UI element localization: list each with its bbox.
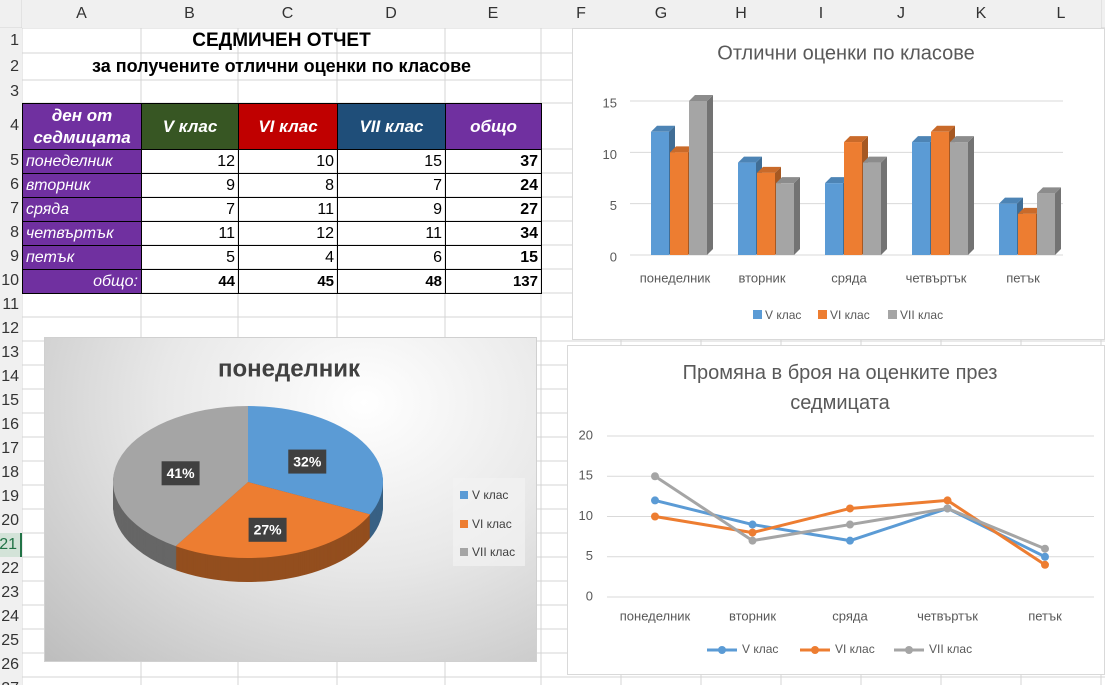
column-header[interactable]: K [941,0,1021,28]
row-header[interactable]: 13 [0,341,22,365]
row-header[interactable]: 7 [0,197,22,221]
sheet-subtitle: за получените отлични оценки по класове [92,56,471,76]
value-cell: 34 [445,221,542,246]
row-header[interactable]: 26 [0,653,22,677]
row-header[interactable]: 9 [0,245,22,269]
column-header[interactable]: H [701,0,781,28]
value-cell: 37 [445,149,542,174]
value-cell: 27 [445,197,542,222]
row-header[interactable]: 6 [0,173,22,197]
row-header[interactable]: 20 [0,509,22,533]
row-header[interactable]: 14 [0,365,22,389]
column-header[interactable]: D [337,0,445,28]
table-header-cell: VII клас [337,103,446,150]
row-header[interactable]: 21 [0,533,22,557]
day-label-cell: петък [22,245,142,270]
value-cell: 9 [141,173,239,198]
column-header[interactable]: C [238,0,337,28]
row-header[interactable]: 4 [0,103,22,149]
row-header[interactable]: 2 [0,53,22,80]
value-cell: 12 [238,221,338,246]
column-header[interactable]: F [541,0,621,28]
chart-title: Промяна в броя на оценките през седмицат… [682,362,998,414]
total-cell: 48 [337,269,446,294]
value-cell: 11 [337,221,446,246]
row-header[interactable]: 23 [0,581,22,605]
column-header[interactable]: G [621,0,701,28]
value-cell: 7 [141,197,239,222]
value-cell: 15 [337,149,446,174]
row-header[interactable]: 3 [0,80,22,103]
value-cell: 11 [238,197,338,222]
pie-chart-area[interactable] [44,337,537,662]
value-cell: 4 [238,245,338,270]
table-header-cell: VI клас [238,103,338,150]
total-cell: 137 [445,269,542,294]
column-header[interactable]: E [445,0,541,28]
column-header[interactable]: B [141,0,238,28]
value-cell: 10 [238,149,338,174]
row-header[interactable]: 12 [0,317,22,341]
total-label-cell: общо: [22,269,142,294]
value-cell: 24 [445,173,542,198]
total-cell: 45 [238,269,338,294]
column-header[interactable]: L [1021,0,1101,28]
sheet-title: СЕДМИЧЕН ОТЧЕТ [192,29,371,51]
column-header[interactable]: A [22,0,141,28]
day-label-cell: сряда [22,197,142,222]
value-cell: 9 [337,197,446,222]
table-header-cell: ден от седмицата [22,103,142,150]
row-header[interactable]: 24 [0,605,22,629]
row-header[interactable]: 10 [0,269,22,293]
row-header[interactable]: 22 [0,557,22,581]
row-header[interactable]: 8 [0,221,22,245]
total-cell: 44 [141,269,239,294]
value-cell: 6 [337,245,446,270]
value-cell: 12 [141,149,239,174]
day-label-cell: понеделник [22,149,142,174]
row-header[interactable]: 16 [0,413,22,437]
value-cell: 8 [238,173,338,198]
row-header[interactable]: 18 [0,461,22,485]
row-header[interactable]: 5 [0,149,22,173]
table-header-cell: общо [445,103,542,150]
row-header[interactable]: 15 [0,389,22,413]
row-header[interactable]: 25 [0,629,22,653]
value-cell: 15 [445,245,542,270]
day-label-cell: четвъртък [22,221,142,246]
value-cell: 7 [337,173,446,198]
value-cell: 5 [141,245,239,270]
day-label-cell: вторник [22,173,142,198]
row-header[interactable]: 17 [0,437,22,461]
value-cell: 11 [141,221,239,246]
table-header-cell: V клас [141,103,239,150]
row-header[interactable]: 27 [0,677,22,685]
row-header[interactable]: 19 [0,485,22,509]
row-header[interactable]: 11 [0,293,22,317]
row-header[interactable]: 1 [0,28,22,53]
column-header[interactable]: I [781,0,861,28]
column-header[interactable]: J [861,0,941,28]
bar-chart-area[interactable] [572,28,1105,340]
